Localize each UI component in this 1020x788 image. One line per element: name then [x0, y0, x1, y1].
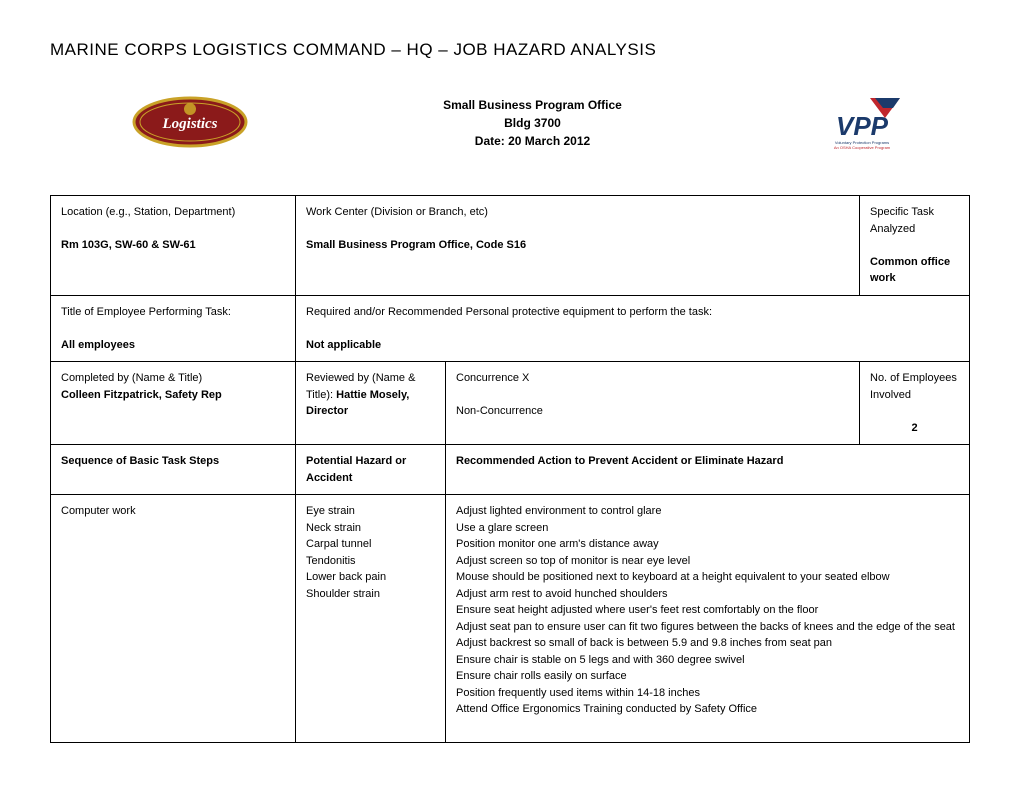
office-name: Small Business Program Office	[443, 96, 622, 114]
actions-cell: Adjust lighted environment to control gl…	[446, 495, 970, 743]
completed-by-cell: Completed by (Name & Title) Colleen Fitz…	[51, 362, 296, 445]
action-item: Adjust screen so top of monitor is near …	[456, 553, 959, 570]
vpp-logo: VPP Voluntary Protection Programs An OSH…	[815, 90, 910, 155]
location-value: Rm 103G, SW-60 & SW-61	[61, 237, 285, 254]
svg-text:Logistics: Logistics	[162, 116, 218, 132]
hazard-item: Shoulder strain	[306, 586, 435, 603]
date: Date: 20 March 2012	[443, 132, 622, 150]
workcenter-value: Small Business Program Office, Code S16	[306, 237, 849, 254]
employee-title-label: Title of Employee Performing Task:	[61, 304, 285, 321]
location-label: Location (e.g., Station, Department)	[61, 204, 285, 221]
completed-by-label: Completed by (Name & Title)	[61, 372, 202, 384]
action-item: Ensure seat height adjusted where user's…	[456, 602, 959, 619]
concurrence-line: Concurrence X	[456, 370, 849, 387]
action-item: Ensure chair is stable on 5 legs and wit…	[456, 652, 959, 669]
ppe-label: Required and/or Recommended Personal pro…	[306, 304, 959, 321]
employee-title-cell: Title of Employee Performing Task: All e…	[51, 295, 296, 362]
col-header-steps: Sequence of Basic Task Steps	[51, 445, 296, 495]
header-center: Small Business Program Office Bldg 3700 …	[443, 96, 622, 150]
table-row: Sequence of Basic Task Steps Potential H…	[51, 445, 970, 495]
task-analyzed-cell: Specific Task Analyzed Common office wor…	[860, 196, 970, 296]
task-analyzed-label: Specific Task Analyzed	[870, 204, 959, 237]
ppe-cell: Required and/or Recommended Personal pro…	[296, 295, 970, 362]
action-item: Position monitor one arm's distance away	[456, 536, 959, 553]
col-header-action: Recommended Action to Prevent Accident o…	[446, 445, 970, 495]
workcenter-label: Work Center (Division or Branch, etc)	[306, 204, 849, 221]
hazard-item: Tendonitis	[306, 553, 435, 570]
logistics-logo: Logistics	[130, 95, 250, 150]
action-item: Adjust seat pan to ensure user can fit t…	[456, 619, 959, 636]
table-row: Location (e.g., Station, Department) Rm …	[51, 196, 970, 296]
hazards-cell: Eye strainNeck strainCarpal tunnelTendon…	[296, 495, 446, 743]
action-item: Mouse should be positioned next to keybo…	[456, 569, 959, 586]
hazard-item: Eye strain	[306, 503, 435, 520]
concurrence-cell: Concurrence X Non-Concurrence	[446, 362, 860, 445]
action-item: Ensure chair rolls easily on surface	[456, 668, 959, 685]
location-cell: Location (e.g., Station, Department) Rm …	[51, 196, 296, 296]
hazard-item: Carpal tunnel	[306, 536, 435, 553]
employees-count-cell: No. of Employees Involved 2	[860, 362, 970, 445]
completed-by-value: Colleen Fitzpatrick, Safety Rep	[61, 389, 222, 401]
table-row: Computer work Eye strainNeck strainCarpa…	[51, 495, 970, 743]
action-item: Adjust arm rest to avoid hunched shoulde…	[456, 586, 959, 603]
employee-title-value: All employees	[61, 337, 285, 354]
ppe-value: Not applicable	[306, 337, 959, 354]
svg-text:VPP: VPP	[836, 111, 889, 141]
action-list: Adjust lighted environment to control gl…	[456, 503, 959, 718]
action-item: Adjust lighted environment to control gl…	[456, 503, 959, 520]
hazard-item: Lower back pain	[306, 569, 435, 586]
workcenter-cell: Work Center (Division or Branch, etc) Sm…	[296, 196, 860, 296]
jha-table: Location (e.g., Station, Department) Rm …	[50, 195, 970, 743]
svg-text:An OSHA Cooperative Program: An OSHA Cooperative Program	[834, 145, 891, 150]
page-title: MARINE CORPS LOGISTICS COMMAND – HQ – JO…	[50, 40, 970, 60]
hazard-item: Neck strain	[306, 520, 435, 537]
action-item: Attend Office Ergonomics Training conduc…	[456, 701, 959, 718]
col-header-hazard: Potential Hazard or Accident	[296, 445, 446, 495]
table-row: Title of Employee Performing Task: All e…	[51, 295, 970, 362]
nonconcurrence-line: Non-Concurrence	[456, 403, 849, 420]
task-step-cell: Computer work	[51, 495, 296, 743]
header-row: Logistics Small Business Program Office …	[50, 90, 970, 155]
table-row: Completed by (Name & Title) Colleen Fitz…	[51, 362, 970, 445]
action-item: Adjust backrest so small of back is betw…	[456, 635, 959, 652]
action-item: Position frequently used items within 14…	[456, 685, 959, 702]
building: Bldg 3700	[443, 114, 622, 132]
reviewed-by-cell: Reviewed by (Name & Title): Hattie Mosel…	[296, 362, 446, 445]
employees-count-value: 2	[870, 420, 959, 437]
task-analyzed-value: Common office work	[870, 254, 959, 287]
action-item: Use a glare screen	[456, 520, 959, 537]
employees-count-label: No. of Employees Involved	[870, 370, 959, 403]
hazard-list: Eye strainNeck strainCarpal tunnelTendon…	[306, 503, 435, 602]
